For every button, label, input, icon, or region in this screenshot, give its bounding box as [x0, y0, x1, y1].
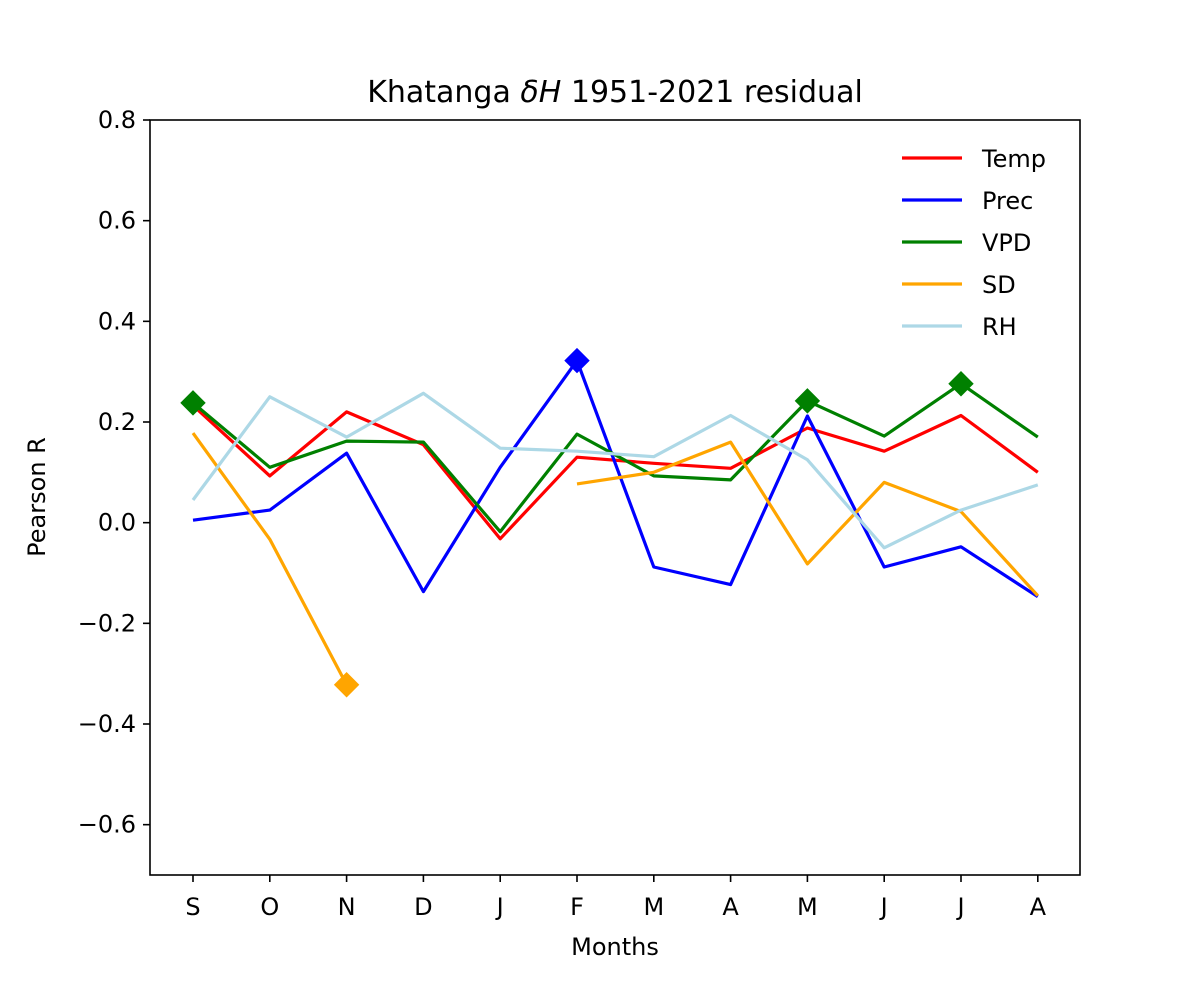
y-tick-label: −0.4 [78, 710, 136, 738]
axes-frame [149, 119, 1081, 876]
legend-label-vpd: VPD [982, 229, 1031, 257]
y-tick-label: −0.6 [78, 811, 136, 839]
significance-marker-vpd-s [180, 390, 206, 416]
x-tick-label: S [185, 893, 200, 921]
significance-marker-vpd-m [794, 388, 821, 414]
legend-label-prec: Prec [982, 187, 1033, 215]
significance-marker-prec-f [564, 347, 590, 374]
legend: Temp Prec VPD SD RH [902, 145, 1046, 341]
y-tick-label: 0.2 [98, 408, 136, 436]
x-tick-label: F [570, 893, 584, 921]
y-tick-label: 0.8 [98, 106, 136, 134]
y-tick-label: 0.4 [98, 307, 136, 335]
legend-label-rh: RH [982, 313, 1017, 341]
x-tick-label: N [338, 893, 356, 921]
chart-title: Khatanga δH 1951-2021 residual [367, 75, 863, 110]
x-tick-label: M [643, 893, 664, 921]
y-tick-label: 0.0 [98, 509, 136, 537]
significance-marker-vpd-j [948, 371, 974, 397]
x-tick-label: O [260, 893, 279, 921]
legend-label-temp: Temp [981, 145, 1046, 173]
series-line-prec [192, 359, 1039, 599]
x-tick-label: J [879, 893, 888, 921]
series-line-sd-segment-0 [191, 432, 349, 686]
x-tick-label: J [955, 893, 964, 921]
y-axis-label: Pearson R [23, 437, 51, 557]
x-tick-label: A [1030, 893, 1047, 921]
x-tick-label: A [722, 893, 739, 921]
y-tick-label: −0.2 [78, 609, 136, 637]
legend-label-sd: SD [982, 271, 1016, 299]
x-tick-label: D [414, 893, 432, 921]
significance-marker-sd-n [333, 672, 360, 698]
x-axis-label: Months [571, 933, 659, 961]
x-tick-label: J [495, 893, 504, 921]
x-tick-label: M [797, 893, 818, 921]
series-line-rh [191, 391, 1039, 550]
plot-area [180, 347, 1039, 698]
axes: −0.6 −0.4 −0.2 0.0 0.2 0.4 0.6 0.8 S O N D J F M A M J J A [78, 106, 1081, 921]
y-tick-label: 0.6 [98, 207, 136, 235]
